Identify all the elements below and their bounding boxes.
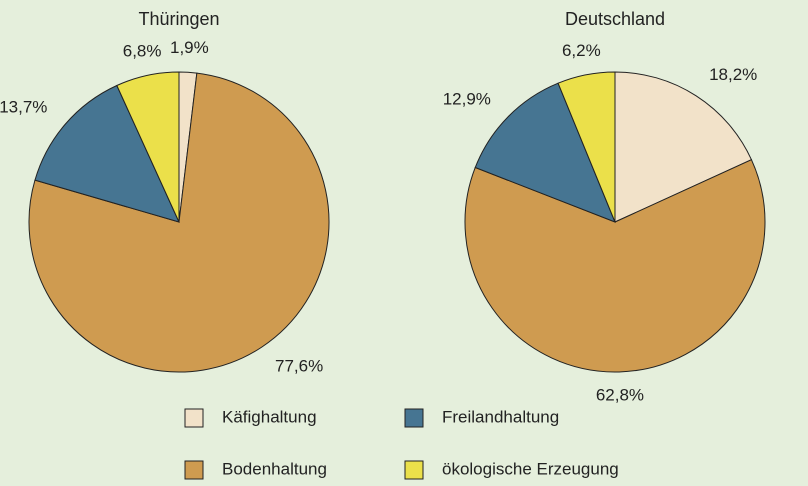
legend-swatch — [184, 408, 204, 428]
legend-swatch — [404, 460, 424, 480]
value-label: 13,7% — [0, 98, 47, 117]
pie-slice — [116, 71, 180, 223]
value-label: 6,2% — [562, 41, 601, 60]
pie-slice — [614, 71, 753, 223]
pie-slice — [474, 82, 616, 223]
value-label: 1,9% — [170, 38, 209, 57]
value-label: 6,8% — [123, 41, 162, 60]
chart-title: Thüringen — [138, 9, 219, 29]
chart-title: Deutschland — [565, 9, 665, 29]
legend-label: Käfighaltung — [222, 407, 317, 426]
legend-label: ökologische Erzeugung — [442, 459, 619, 478]
value-label: 62,8% — [596, 385, 644, 404]
legend-swatch — [184, 460, 204, 480]
pie-slice — [557, 71, 616, 223]
value-label: 77,6% — [275, 357, 323, 376]
value-label: 12,9% — [443, 90, 491, 109]
value-label: 18,2% — [709, 65, 757, 84]
legend-swatch — [404, 408, 424, 428]
pie-slice — [34, 84, 180, 223]
legend-label: Freilandhaltung — [442, 407, 559, 426]
pie-slice — [464, 159, 766, 373]
legend-label: Bodenhaltung — [222, 459, 327, 478]
